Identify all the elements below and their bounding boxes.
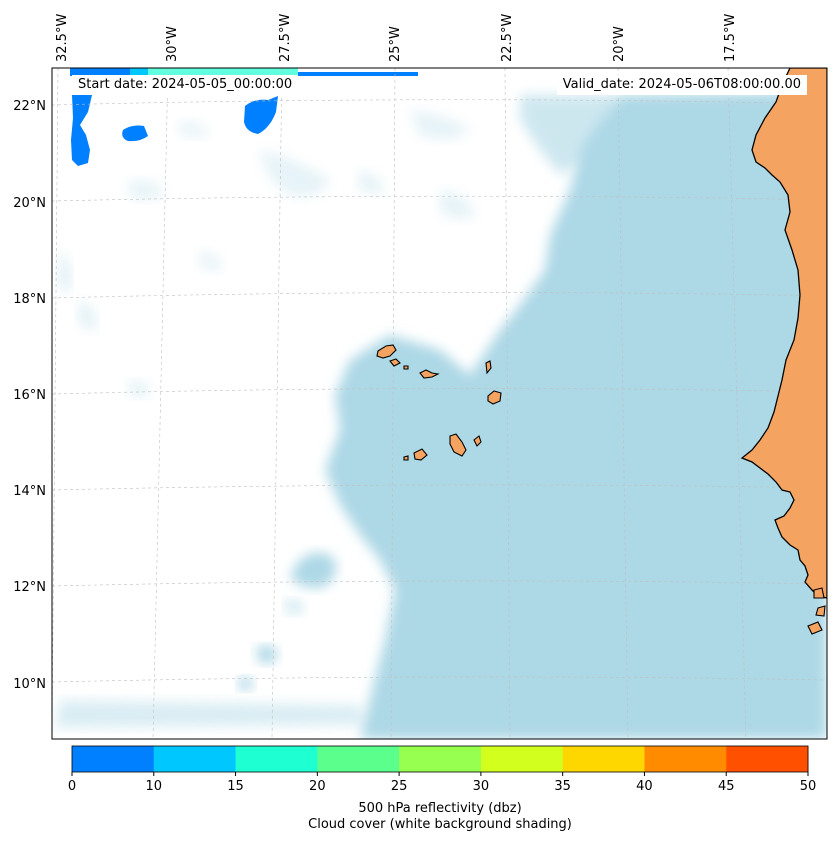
lon-label: 22.5°W: [500, 14, 515, 62]
reflectivity-strip-blue: [70, 68, 130, 76]
reflectivity-strip-teal: [148, 68, 298, 76]
lat-label: 14°N: [13, 484, 46, 499]
island-santiago: [449, 433, 467, 457]
reflectivity-patch-small: [122, 125, 148, 142]
lat-label: 20°N: [13, 196, 46, 211]
colorbar-bin: [480, 746, 564, 772]
island-brava: [403, 455, 409, 461]
cape-verde-islands: [376, 344, 502, 461]
lon-label: 25°W: [388, 26, 403, 62]
lat-label: 18°N: [13, 292, 46, 307]
island-sao-vicente: [389, 358, 401, 367]
island-maio: [473, 435, 482, 447]
colorbar-bin: [562, 746, 645, 772]
colorbar-bin: [153, 746, 237, 772]
colorbar-tick-label: 25: [391, 779, 408, 794]
island-santo-antao: [376, 344, 397, 359]
lon-label: 17.5°W: [723, 14, 738, 62]
colorbar-tick-label: 50: [800, 779, 817, 794]
latitude-labels: 22°N 20°N 18°N 16°N 14°N 12°N 10°N: [13, 99, 46, 692]
colorbar-tick-label: 40: [636, 779, 653, 794]
lon-label: 32.5°W: [55, 14, 70, 62]
longitude-labels: 32.5°W 30°W 27.5°W 25°W 22.5°W 20°W 17.5…: [55, 14, 738, 62]
colorbar-tick-label: 20: [309, 779, 326, 794]
map-frame: [51, 67, 828, 740]
colorbar-tick-label: 10: [146, 779, 163, 794]
island-fogo: [413, 448, 428, 461]
africa-coastline: [740, 68, 827, 599]
colorbar-tick-label: 30: [473, 779, 490, 794]
colorbar-label: 500 hPa reflectivity (dbz): [358, 801, 522, 816]
lat-label: 22°N: [13, 99, 46, 114]
lat-label: 16°N: [13, 388, 46, 403]
colorbar: [72, 746, 809, 772]
reflectivity-patch-west: [71, 95, 92, 166]
island-boa-vista: [487, 390, 502, 405]
lat-label: 10°N: [13, 677, 46, 692]
reflectivity-strip-cyan: [130, 68, 148, 76]
graticule: [52, 68, 827, 739]
valid-date-label: Valid_date: 2024-05-06T08:00:00.00: [556, 75, 807, 95]
lon-label: 20°W: [612, 26, 627, 62]
reflectivity-patch-north: [244, 96, 278, 134]
lon-label: 30°W: [165, 26, 180, 62]
start-date-label: Start date: 2024-05-05_00:00:00: [72, 75, 299, 95]
colorbar-bin: [399, 746, 482, 772]
colorbar-bin: [644, 746, 727, 772]
island-sao-nicolau: [419, 369, 440, 379]
reflectivity-layer: [70, 68, 418, 166]
lat-label: 12°N: [13, 580, 46, 595]
colorbar-bin: [317, 746, 400, 772]
colorbar-tick-label: 15: [227, 779, 244, 794]
lon-label: 27.5°W: [278, 14, 293, 62]
island-sal: [485, 360, 492, 375]
colorbar-tick-label: 45: [718, 779, 735, 794]
island-santa-luzia: [403, 365, 409, 370]
colorbar-sublabel: Cloud cover (white background shading): [308, 817, 572, 832]
reflectivity-strip-blue-2: [298, 72, 418, 76]
colorbar-bin: [72, 746, 155, 772]
colorbar-bin: [235, 746, 318, 772]
cloud-cover-layer: [55, 92, 827, 739]
colorbar-tick-label: 0: [68, 779, 76, 794]
colorbar-frame: [71, 745, 809, 773]
colorbar-ticks: 0 10 15 20 25 30 35 40 45 50: [68, 772, 816, 794]
bijagos-islands: [807, 587, 826, 635]
colorbar-tick-label: 35: [554, 779, 571, 794]
colorbar-bin: [726, 746, 809, 772]
